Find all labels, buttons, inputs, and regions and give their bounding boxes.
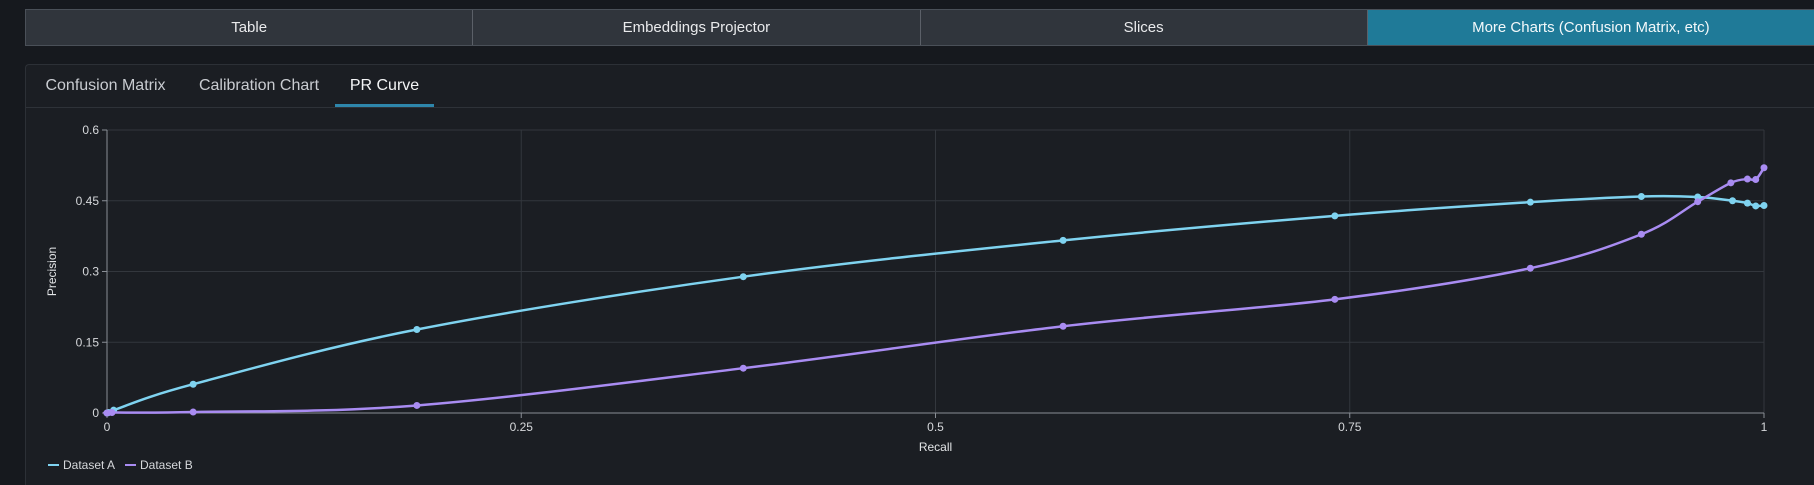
x-tick-label: 1: [1761, 420, 1768, 434]
data-point-dataset-a[interactable]: [1729, 197, 1737, 205]
subtab-calibration-chart[interactable]: Calibration Chart: [197, 65, 321, 107]
subtab-label: Confusion Matrix: [45, 77, 166, 94]
x-tick-label: 0: [104, 420, 111, 434]
y-tick-label: 0: [92, 406, 99, 420]
data-point-dataset-a[interactable]: [189, 380, 197, 388]
x-axis-label: Recall: [919, 440, 952, 454]
data-point-dataset-a[interactable]: [1059, 236, 1067, 244]
data-point-dataset-b[interactable]: [1059, 322, 1067, 330]
data-point-dataset-a[interactable]: [1752, 202, 1760, 210]
subtab-label: PR Curve: [349, 77, 420, 94]
legend-item[interactable]: Dataset B: [140, 458, 193, 472]
data-point-dataset-b[interactable]: [1760, 164, 1768, 172]
charts-panel: Confusion Matrix Calibration Chart PR Cu…: [25, 64, 1814, 485]
data-point-dataset-b[interactable]: [108, 409, 116, 417]
subtab-confusion-matrix[interactable]: Confusion Matrix: [43, 65, 168, 107]
data-point-dataset-a[interactable]: [1637, 193, 1645, 201]
data-point-dataset-b[interactable]: [1743, 175, 1751, 183]
data-point-dataset-a[interactable]: [413, 326, 421, 334]
tab-table[interactable]: Table: [26, 10, 474, 45]
data-point-dataset-a[interactable]: [1526, 198, 1534, 206]
data-point-dataset-b[interactable]: [413, 401, 421, 409]
data-point-dataset-b[interactable]: [1526, 264, 1534, 272]
data-point-dataset-b[interactable]: [1752, 176, 1760, 184]
view-selector: Table Embeddings Projector Slices More C…: [25, 9, 1814, 46]
y-tick-label: 0.3: [82, 265, 99, 279]
x-tick-label: 0.75: [1338, 420, 1362, 434]
data-point-dataset-b[interactable]: [739, 364, 747, 372]
tab-embeddings-projector[interactable]: Embeddings Projector: [473, 10, 921, 45]
data-point-dataset-a[interactable]: [1331, 212, 1339, 220]
data-point-dataset-a[interactable]: [739, 273, 747, 281]
data-point-dataset-b[interactable]: [189, 408, 197, 416]
y-axis-label: Precision: [45, 247, 59, 296]
tab-slices[interactable]: Slices: [921, 10, 1368, 45]
data-point-dataset-b[interactable]: [1727, 179, 1735, 187]
subtab-label: Calibration Chart: [198, 77, 320, 94]
subtab-pr-curve[interactable]: PR Curve: [335, 65, 434, 107]
data-point-dataset-b[interactable]: [1694, 198, 1702, 206]
active-tab-indicator: [335, 104, 434, 107]
data-point-dataset-a[interactable]: [1743, 199, 1751, 207]
y-tick-label: 0.6: [82, 123, 99, 137]
legend-item[interactable]: Dataset A: [63, 458, 115, 472]
tab-more-charts[interactable]: More Charts (Confusion Matrix, etc): [1367, 10, 1814, 45]
x-tick-label: 0.5: [927, 420, 944, 434]
data-point-dataset-b[interactable]: [1331, 295, 1339, 303]
series-line-dataset-b: [103, 167, 1766, 415]
data-point-dataset-b[interactable]: [1637, 230, 1645, 238]
data-point-dataset-a[interactable]: [1760, 201, 1768, 209]
y-tick-label: 0.45: [76, 194, 100, 208]
x-tick-label: 0.25: [510, 420, 534, 434]
y-tick-label: 0.15: [76, 335, 100, 349]
chart-subtabs: Confusion Matrix Calibration Chart PR Cu…: [26, 65, 1814, 108]
